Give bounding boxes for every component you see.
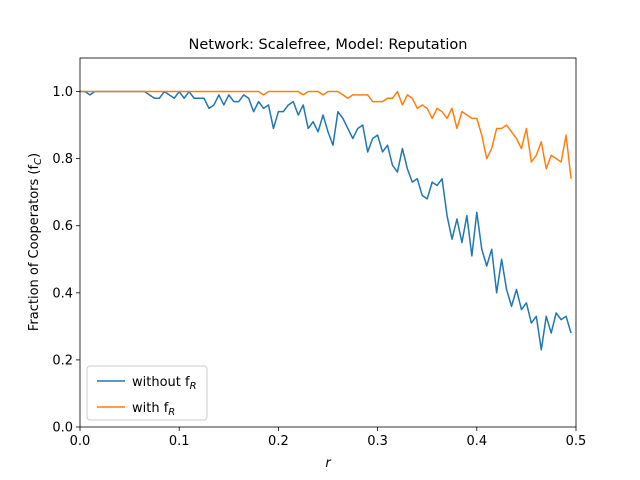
y-tick-label: 0.0 — [52, 421, 73, 436]
x-tick-label: 0.4 — [466, 434, 487, 449]
axes-frame — [79, 57, 577, 428]
legend: without fR with fR — [86, 365, 208, 421]
series-line-1 — [80, 90, 572, 351]
x-axis-title: r — [325, 456, 332, 471]
y-tick-label: 0.4 — [52, 286, 73, 301]
x-tick-label: 0.2 — [268, 434, 289, 449]
x-tick-label: 0.0 — [70, 434, 91, 449]
x-tick-label: 0.3 — [367, 434, 388, 449]
y-axis-title-suffix: ) — [27, 153, 42, 158]
y-axis-title-sub: C — [33, 158, 44, 165]
y-axis-title-text: Fraction of Cooperators (f — [27, 165, 42, 332]
plot-area — [80, 90, 572, 351]
series-line-2 — [80, 90, 572, 179]
legend-label-2: with fR — [132, 401, 175, 418]
y-tick-label: 0.2 — [52, 353, 73, 368]
y-tick-label: 0.6 — [52, 219, 73, 234]
legend-label-1: without fR — [132, 375, 197, 392]
x-tick-label: 0.1 — [169, 434, 190, 449]
y-axis-title: Fraction of Cooperators (fC) — [27, 153, 44, 331]
x-tick-label: 0.5 — [566, 434, 587, 449]
axes: 0.0 0.1 0.2 0.3 0.4 0.5 0.0 0.2 0.4 0.6 0.8 1.0 — [52, 57, 587, 449]
y-tick-label: 0.8 — [52, 152, 73, 167]
chart-title: Network: Scalefree, Model: Reputation — [189, 37, 468, 53]
y-tick-label: 1.0 — [52, 85, 73, 100]
